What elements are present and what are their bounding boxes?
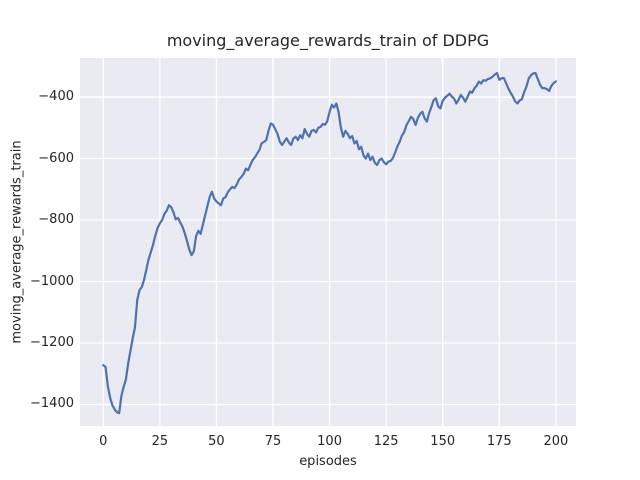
x-axis-label: episodes [299,454,357,469]
y-tick-label: −1000 [30,273,74,289]
chart-title: moving_average_rewards_train of DDPG [166,31,490,50]
y-tick-label: −1200 [30,334,74,350]
chart-canvas [80,58,576,426]
x-tick-label: 50 [208,434,225,449]
x-tick-label: 0 [99,434,108,449]
plot-area [80,58,576,426]
x-tick-label: 175 [486,434,512,449]
x-tick-label: 200 [543,434,569,449]
data-series-layer [102,71,557,415]
x-tick-label: 100 [317,434,342,449]
series-line [102,71,557,415]
y-tick-label: −400 [38,89,74,105]
x-tick-label: 125 [373,434,399,449]
x-tick-label: 150 [430,434,456,449]
x-tick-label: 25 [151,434,169,449]
y-tick-label: −600 [38,150,74,166]
y-tick-label: −1400 [30,396,74,412]
y-axis-label: moving_average_rewards_train [9,140,25,344]
x-tick-label: 75 [264,434,282,449]
y-tick-label: −800 [38,212,74,228]
